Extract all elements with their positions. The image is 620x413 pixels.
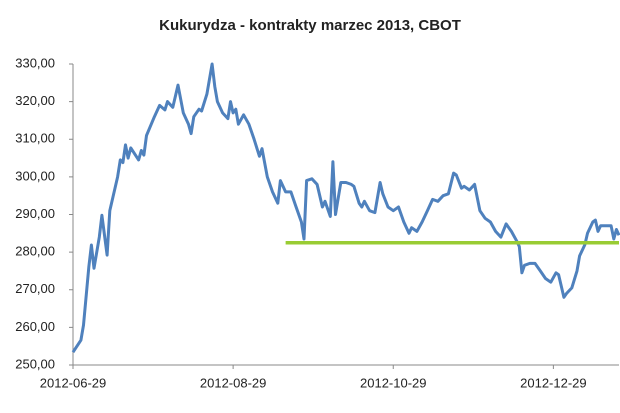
y-tick-label: 250,00: [15, 356, 55, 371]
y-tick-label: 260,00: [15, 319, 55, 334]
y-tick-label: 330,00: [15, 55, 55, 70]
x-tick-label: 2012-10-29: [360, 375, 427, 390]
y-tick-label: 300,00: [15, 168, 55, 183]
y-tick-label: 280,00: [15, 244, 55, 259]
y-tick-label: 320,00: [15, 93, 55, 108]
x-tick-label: 2012-12-29: [520, 375, 587, 390]
y-tick-label: 270,00: [15, 281, 55, 296]
x-tick-label: 2012-08-29: [200, 375, 267, 390]
chart-title: Kukurydza - kontrakty marzec 2013, CBOT: [159, 17, 461, 34]
y-tick-label: 290,00: [15, 206, 55, 221]
y-tick-label: 310,00: [15, 131, 55, 146]
price-line: [71, 62, 620, 354]
x-tick-label: 2012-06-29: [40, 375, 107, 390]
